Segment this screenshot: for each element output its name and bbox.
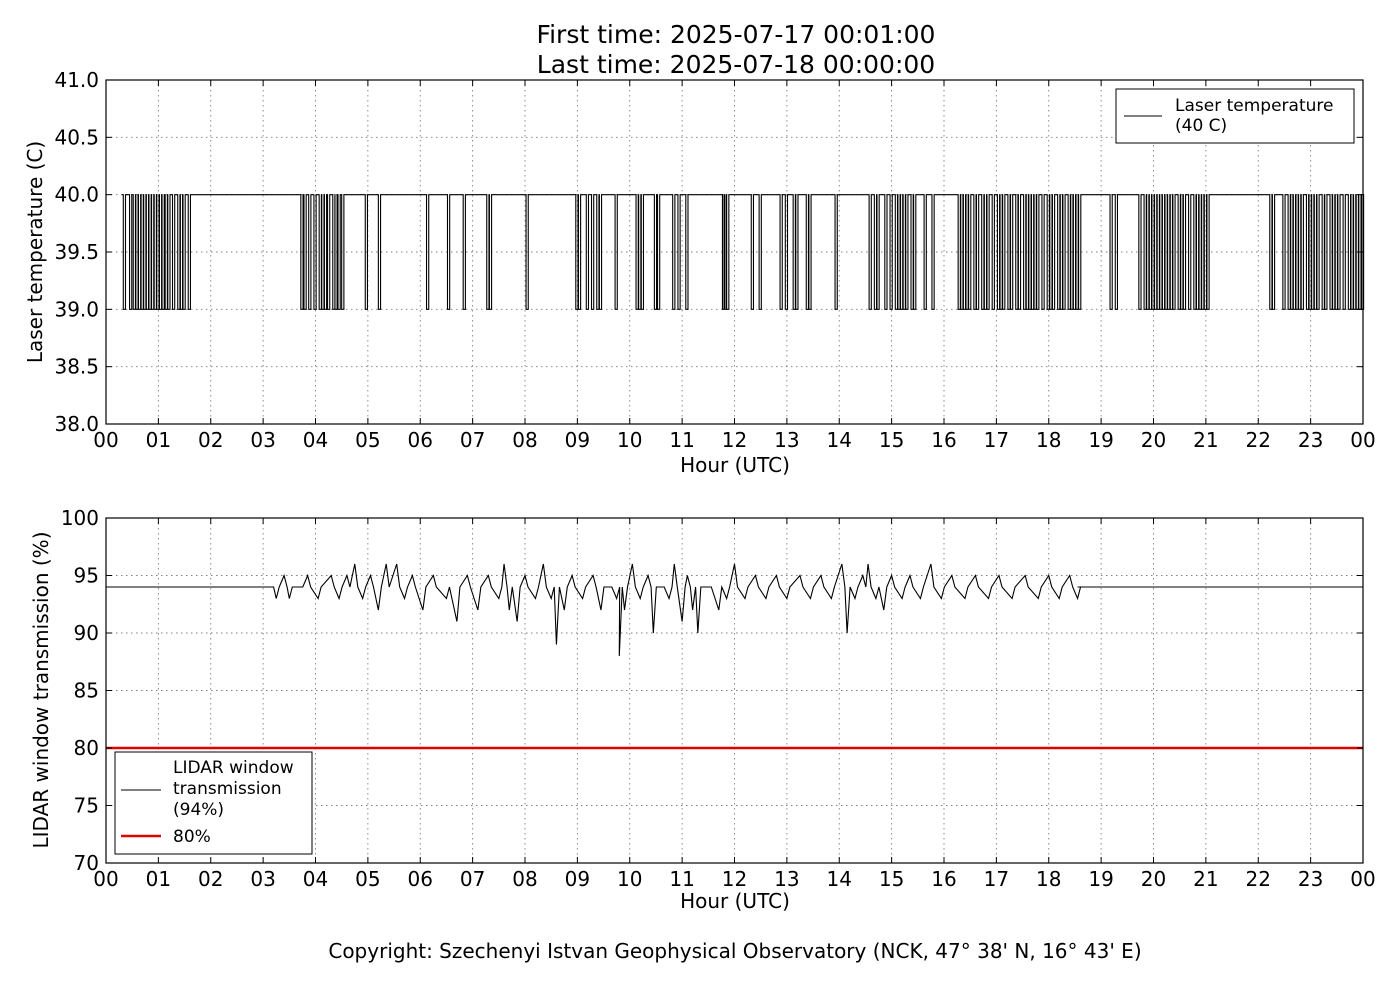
laser-x-tick-label: 07 bbox=[460, 428, 485, 452]
lidar-y-axis-label: LIDAR window transmission (%) bbox=[29, 532, 53, 849]
lidar-x-tick-label: 03 bbox=[250, 867, 275, 891]
laser-temperature-chart: 00 01 02 03 04 05 06 07 08 09 10 11 12 13 14 15 16 17 18 19… bbox=[23, 68, 1376, 477]
lidar-x-tick-label: 17 bbox=[984, 867, 1009, 891]
copyright-text: Copyright: Szechenyi Istvan Geophysical … bbox=[328, 939, 1141, 963]
lidar-x-tick-label: 22 bbox=[1246, 867, 1271, 891]
laser-legend-label: Laser temperature (40 C) bbox=[1175, 96, 1333, 136]
lidar-x-tick-label: 21 bbox=[1193, 867, 1218, 891]
laser-x-tick-label: 01 bbox=[146, 428, 171, 452]
laser-x-tick-label: 21 bbox=[1193, 428, 1218, 452]
laser-x-tick-label: 13 bbox=[774, 428, 799, 452]
laser-x-tick-label: 18 bbox=[1036, 428, 1061, 452]
lidar-x-tick-label: 23 bbox=[1298, 867, 1323, 891]
laser-x-tick-label: 17 bbox=[984, 428, 1009, 452]
laser-x-tick-label: 00 bbox=[1350, 428, 1375, 452]
lidar-transmission-chart: 00 01 02 03 04 05 06 07 08 09 10 11 12 13 14 15 16 17 18 19… bbox=[29, 506, 1376, 913]
laser-x-tick-label: 16 bbox=[931, 428, 956, 452]
laser-x-tick-label: 03 bbox=[250, 428, 275, 452]
lidar-x-tick-label: 13 bbox=[774, 867, 799, 891]
lidar-x-tick-label: 15 bbox=[879, 867, 904, 891]
lidar-y-tick-label: 90 bbox=[74, 621, 99, 645]
lidar-x-tick-label: 00 bbox=[1350, 867, 1375, 891]
laser-x-tick-label: 02 bbox=[198, 428, 223, 452]
laser-x-tick-label: 09 bbox=[565, 428, 590, 452]
laser-x-tick-label: 06 bbox=[408, 428, 433, 452]
lidar-x-tick-label: 07 bbox=[460, 867, 485, 891]
lidar-x-tick-label: 01 bbox=[146, 867, 171, 891]
laser-x-tick-label: 20 bbox=[1141, 428, 1166, 452]
laser-x-tick-label: 11 bbox=[669, 428, 694, 452]
title-last-time: Last time: 2025-07-18 00:00:00 bbox=[537, 50, 935, 79]
laser-x-tick-label: 10 bbox=[617, 428, 642, 452]
lidar-legend-label: LIDAR window transmission (94%) bbox=[173, 758, 294, 820]
laser-x-tick-label: 15 bbox=[879, 428, 904, 452]
lidar-x-tick-label: 14 bbox=[827, 867, 852, 891]
laser-y-tick-label: 39.0 bbox=[54, 297, 99, 321]
lidar-x-tick-label: 02 bbox=[198, 867, 223, 891]
lidar-y-tick-label: 75 bbox=[74, 794, 99, 818]
laser-x-tick-label: 05 bbox=[355, 428, 380, 452]
laser-y-tick-label: 39.5 bbox=[54, 240, 99, 264]
lidar-x-tick-label: 09 bbox=[565, 867, 590, 891]
laser-legend: Laser temperature (40 C) bbox=[1115, 88, 1355, 144]
laser-y-tick-label: 38.5 bbox=[54, 355, 99, 379]
lidar-ticks: 00 01 02 03 04 05 06 07 08 09 10 11 12 13 14 15 16 17 18 19… bbox=[61, 506, 1376, 891]
lidar-x-tick-label: 12 bbox=[722, 867, 747, 891]
lidar-x-tick-label: 19 bbox=[1088, 867, 1113, 891]
threshold-legend-label: 80% bbox=[173, 827, 211, 847]
laser-x-axis-label: Hour (UTC) bbox=[680, 453, 790, 477]
lidar-y-tick-label: 100 bbox=[61, 506, 99, 530]
laser-temperature-line bbox=[121, 194, 1365, 310]
laser-y-tick-label: 41.0 bbox=[54, 68, 99, 92]
lidar-x-tick-label: 08 bbox=[512, 867, 537, 891]
laser-x-tick-label: 22 bbox=[1246, 428, 1271, 452]
laser-y-tick-label: 40.5 bbox=[54, 125, 99, 149]
laser-x-tick-label: 19 bbox=[1088, 428, 1113, 452]
lidar-x-tick-label: 10 bbox=[617, 867, 642, 891]
lidar-x-tick-label: 06 bbox=[408, 867, 433, 891]
lidar-x-tick-label: 16 bbox=[931, 867, 956, 891]
laser-y-axis-label: Laser temperature (C) bbox=[23, 141, 47, 363]
lidar-legend: LIDAR window transmission (94%) 80% bbox=[114, 751, 313, 855]
laser-y-tick-label: 38.0 bbox=[54, 412, 99, 436]
laser-x-tick-label: 23 bbox=[1298, 428, 1323, 452]
lidar-x-tick-label: 11 bbox=[669, 867, 694, 891]
lidar-y-tick-label: 80 bbox=[74, 736, 99, 760]
lidar-x-tick-label: 00 bbox=[93, 867, 118, 891]
title-first-time: First time: 2025-07-17 00:01:00 bbox=[537, 20, 936, 49]
lidar-x-tick-label: 04 bbox=[303, 867, 328, 891]
lidar-x-tick-label: 18 bbox=[1036, 867, 1061, 891]
laser-x-tick-label: 12 bbox=[722, 428, 747, 452]
lidar-y-tick-label: 95 bbox=[74, 564, 99, 588]
lidar-x-tick-label: 20 bbox=[1141, 867, 1166, 891]
laser-x-tick-label: 14 bbox=[827, 428, 852, 452]
laser-x-tick-label: 08 bbox=[512, 428, 537, 452]
laser-y-tick-label: 40.0 bbox=[54, 183, 99, 207]
laser-x-tick-label: 04 bbox=[303, 428, 328, 452]
laser-ticks: 00 01 02 03 04 05 06 07 08 09 10 11 12 13 14 15 16 17 18 19… bbox=[54, 68, 1375, 452]
lidar-y-tick-label: 70 bbox=[74, 851, 99, 875]
lidar-y-tick-label: 85 bbox=[74, 679, 99, 703]
lidar-x-axis-label: Hour (UTC) bbox=[680, 889, 790, 913]
laser-x-tick-label: 00 bbox=[93, 428, 118, 452]
lidar-x-tick-label: 05 bbox=[355, 867, 380, 891]
lidar-transmission-line bbox=[106, 563, 1363, 657]
